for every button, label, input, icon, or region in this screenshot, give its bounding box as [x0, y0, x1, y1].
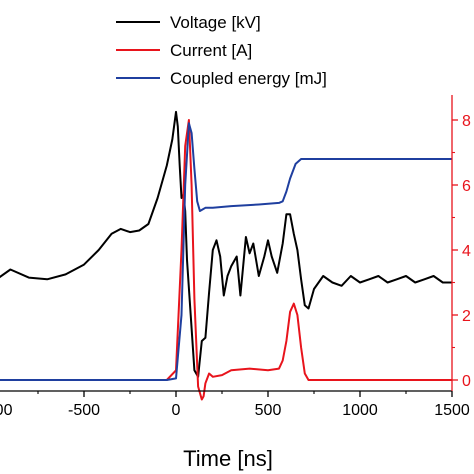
legend: Voltage [kV] Current [A] Coupled energy [m… [116, 13, 327, 88]
y-right-tick-label: 6 [462, 178, 471, 195]
legend-label-2: Coupled energy [mJ] [170, 69, 327, 88]
y-right-tick-label: 0 [462, 373, 471, 390]
x-tick-label: 500 [255, 402, 282, 419]
y-right-tick-label: 4 [462, 243, 471, 260]
x-axis-label: Time [ns] [183, 446, 273, 471]
x-tick-label: 0 [172, 402, 181, 419]
x-tick-label: 1000 [342, 402, 378, 419]
x-tick-label: -1000 [0, 402, 13, 419]
series-line-0 [0, 110, 452, 378]
legend-label-1: Current [A] [170, 41, 252, 60]
series-line-1 [0, 119, 452, 401]
y-right-tick-label: 8 [462, 113, 471, 130]
x-tick-label: -500 [68, 402, 100, 419]
series-line-2 [0, 122, 452, 381]
y-right-tick-label: 2 [462, 308, 471, 325]
x-tick-label: 1500 [434, 402, 470, 419]
plot-area [0, 110, 452, 401]
x-axis-ticks: -1000 -500 0 500 1000 1500 [0, 391, 470, 419]
right-y-axis-ticks: 0 2 4 6 8 [452, 113, 471, 390]
legend-label-0: Voltage [kV] [170, 13, 261, 32]
